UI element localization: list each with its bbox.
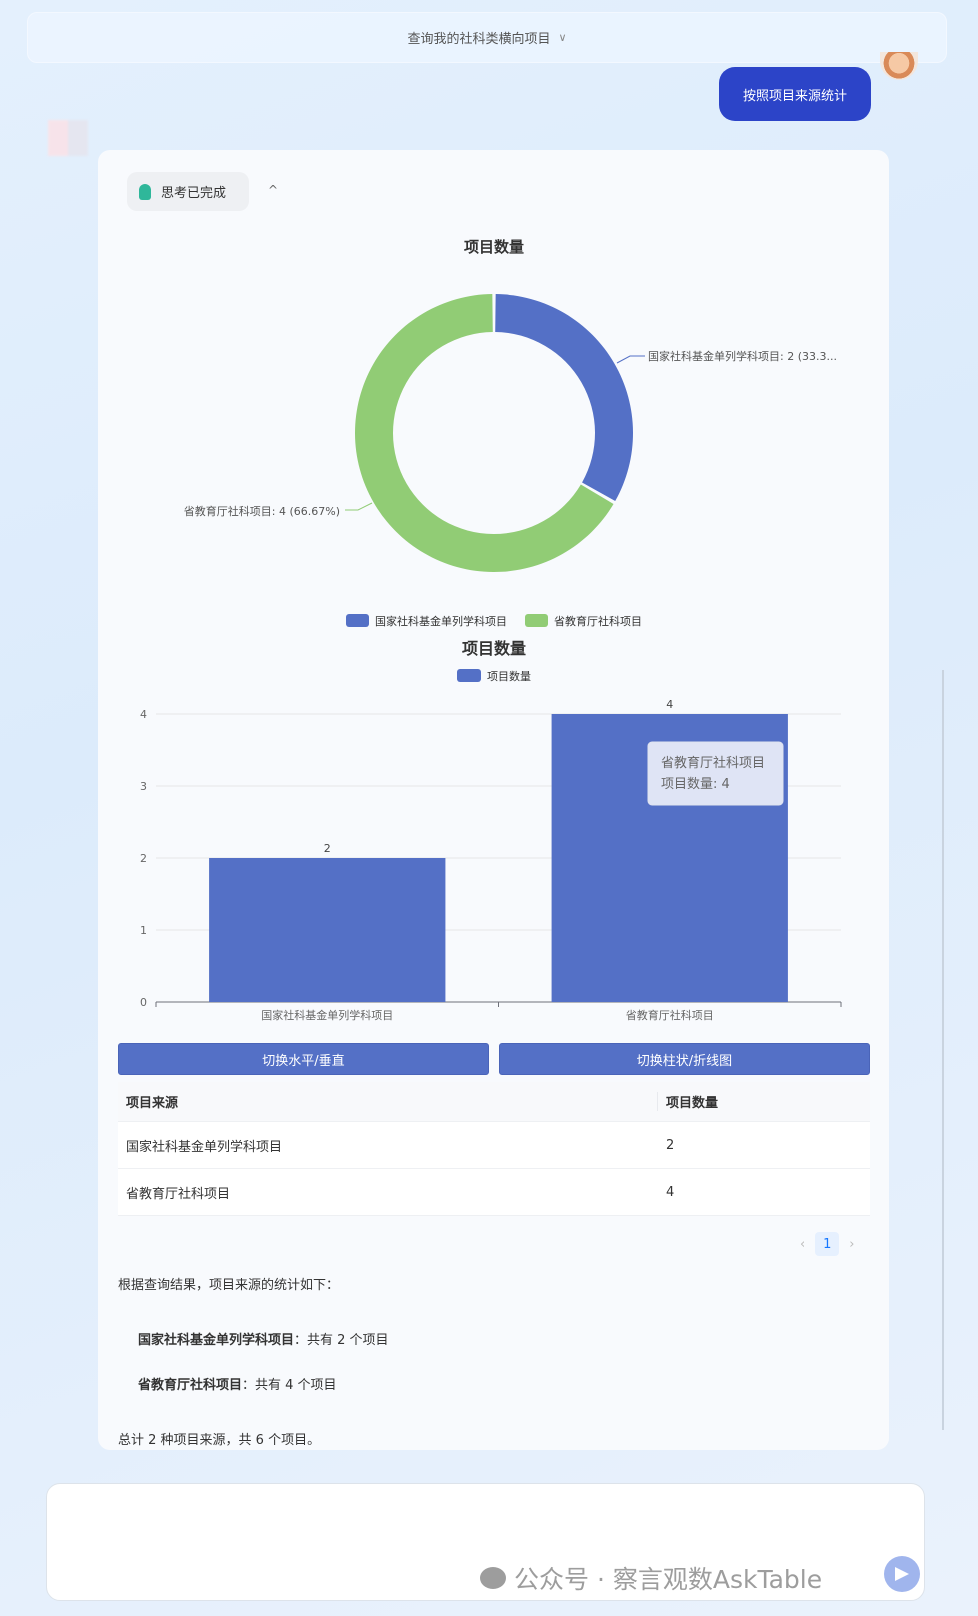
summary-total: 总计 2 种项目来源，共 6 个项目。 — [118, 1433, 321, 1448]
tooltip-title: 省教育厅社科项目 — [661, 755, 765, 771]
pie-label-line — [616, 355, 645, 364]
cell-source: 国家社科基金单列学科项目 — [126, 1139, 283, 1155]
y-tick-label: 1 — [140, 924, 147, 937]
toggle-orientation-button[interactable]: 切换水平/垂直 — [118, 1043, 489, 1075]
y-tick-label: 3 — [140, 780, 147, 793]
y-tick-label: 0 — [140, 996, 147, 1009]
summary-item-label: 省教育厅社科项目 — [138, 1378, 243, 1393]
pie-title: 项目数量 — [464, 238, 524, 256]
pie-label: 国家社科基金单列学科项目: 2 (33.3... — [648, 349, 837, 363]
legend-swatch — [346, 614, 369, 627]
x-tick-label: 省教育厅社科项目 — [626, 1008, 714, 1022]
page-1[interactable]: 1 — [815, 1232, 840, 1256]
bot-avatar — [48, 120, 88, 156]
chevron-up-icon[interactable]: ^ — [268, 183, 279, 197]
summary-item-text: ：共有 2 个项目 — [294, 1333, 389, 1348]
pie-label-line — [345, 502, 373, 511]
summary-item: 省教育厅社科项目：共有 4 个项目 — [138, 1374, 337, 1393]
pie-slice — [355, 294, 614, 572]
y-tick-label: 4 — [140, 708, 147, 721]
legend-label: 省教育厅社科项目 — [554, 614, 642, 628]
summary-item: 国家社科基金单列学科项目：共有 2 个项目 — [138, 1329, 389, 1348]
bar-value-label: 2 — [324, 842, 331, 855]
legend-swatch — [457, 669, 481, 682]
legend-swatch — [525, 614, 548, 627]
prev-page-icon[interactable]: ‹ — [800, 1236, 806, 1252]
pie-slice — [495, 294, 633, 502]
watermark: 公众号 · 察言观数AskTable — [480, 1560, 822, 1596]
y-tick-label: 2 — [140, 852, 147, 865]
send-icon — [895, 1567, 909, 1581]
thinking-label: 思考已完成 — [161, 186, 227, 201]
chevron-down-icon: ∨ — [558, 31, 567, 44]
next-page-icon[interactable]: › — [849, 1236, 855, 1252]
legend-label: 项目数量 — [487, 670, 531, 683]
watermark-text: 公众号 · 察言观数AskTable — [514, 1565, 823, 1594]
bar-value-label: 4 — [666, 698, 673, 711]
wechat-icon — [480, 1567, 506, 1589]
summary-item-text: ：共有 4 个项目 — [242, 1378, 337, 1393]
thinking-status[interactable]: 思考已完成 — [127, 172, 249, 211]
summary-item-label: 国家社科基金单列学科项目 — [138, 1333, 295, 1348]
table-row: 省教育厅社科项目 4 — [118, 1169, 870, 1216]
table-header: 项目来源 项目数量 — [118, 1082, 870, 1122]
pagination: ‹ 1 › — [800, 1232, 854, 1256]
header-source: 项目来源 — [118, 1092, 658, 1111]
summary-intro: 根据查询结果，项目来源的统计如下： — [118, 1278, 340, 1293]
bar — [209, 858, 446, 1002]
toggle-chart-type-button[interactable]: 切换柱状/折线图 — [499, 1043, 870, 1075]
cell-source: 省教育厅社科项目 — [126, 1186, 231, 1202]
send-button[interactable] — [884, 1556, 920, 1592]
tooltip — [647, 741, 784, 806]
legend-label: 国家社科基金单列学科项目 — [375, 614, 507, 628]
table-row: 国家社科基金单列学科项目 2 — [118, 1122, 870, 1169]
result-table: 项目来源 项目数量 国家社科基金单列学科项目 2 省教育厅社科项目 4 — [118, 1082, 870, 1216]
cell-count: 4 — [666, 1184, 675, 1200]
lightbulb-icon — [139, 183, 151, 200]
scrollbar[interactable] — [942, 670, 944, 1430]
cell-count: 2 — [666, 1137, 675, 1153]
x-tick-label: 国家社科基金单列学科项目 — [261, 1008, 393, 1022]
tooltip-value: 项目数量: 4 — [661, 777, 730, 792]
header-count: 项目数量 — [666, 1096, 719, 1111]
conversation-title: 查询我的社科类横向项目 — [407, 32, 551, 47]
user-message: 按照项目来源统计 — [719, 67, 871, 121]
bar-title: 项目数量 — [462, 639, 526, 658]
conversation-title-bar[interactable]: 查询我的社科类横向项目 ∨ — [27, 12, 947, 63]
pie-label: 省教育厅社科项目: 4 (66.67%) — [184, 504, 340, 518]
